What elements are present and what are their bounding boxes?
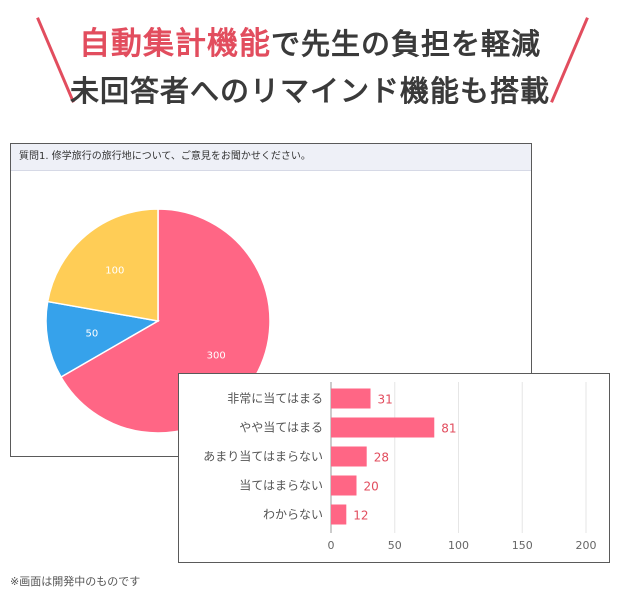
- category-label: わからない: [263, 508, 323, 522]
- category-label: 非常に当てはまる: [227, 392, 323, 406]
- pie-slice-2: [46, 208, 159, 322]
- x-tick-label: 0: [328, 539, 335, 552]
- footnote: ※画面は開発中のものです: [10, 575, 141, 588]
- bar-chart: 0 50 100 150 200 非常に当てはまる 31 やや当てはまる 81 あまり当てはまらな…: [203, 382, 597, 552]
- headline-banner: 自動集計機能で先生の負担を軽減 未回答者へのリマインド機能も搭載: [0, 0, 620, 120]
- category-label: 当てはまらない: [239, 479, 323, 493]
- category-label: あまり当てはまらない: [203, 450, 323, 464]
- bar-0: [331, 388, 371, 409]
- headline-line-1: 自動集計機能で先生の負担を軽減: [0, 18, 620, 63]
- x-tick-label: 200: [576, 539, 597, 552]
- x-tick-label: 150: [512, 539, 533, 552]
- bar-value-label: 28: [374, 451, 389, 465]
- pie-chart-card: 質問1. 修学旅行の旅行地について、ご意見をお聞かせください。 300 50 100…: [10, 143, 532, 483]
- pie-slice-label-1: 50: [85, 329, 98, 340]
- headline-line-2: 未回答者へのリマインド機能も搭載: [69, 74, 550, 108]
- bar-value-label: 12: [353, 509, 368, 523]
- bar-value-label: 20: [364, 480, 379, 494]
- bar-2: [331, 446, 367, 467]
- category-label: やや当てはまる: [239, 421, 323, 435]
- bar-value-label: 81: [441, 422, 456, 436]
- question-title: 質問1. 修学旅行の旅行地について、ご意見をお聞かせください。: [11, 144, 531, 171]
- bar-3: [331, 475, 357, 496]
- pie-slice-1: [45, 300, 161, 379]
- x-tick-label: 100: [448, 539, 469, 552]
- bar-value-label: 31: [378, 393, 393, 407]
- bar-4: [331, 504, 347, 525]
- pie-slice-label-2: 100: [105, 266, 124, 277]
- pie-slice-label-0: 300: [207, 351, 226, 362]
- headline-accent: 自動集計機能: [78, 26, 271, 62]
- bar-chart-card: 0 50 100 150 200 非常に当てはまる 31 やや当てはまる 81 あまり当てはまらな…: [178, 373, 610, 563]
- bar-1: [331, 417, 435, 438]
- x-tick-label: 50: [388, 539, 402, 552]
- headline-line-1-rest: で先生の負担を軽減: [270, 27, 541, 61]
